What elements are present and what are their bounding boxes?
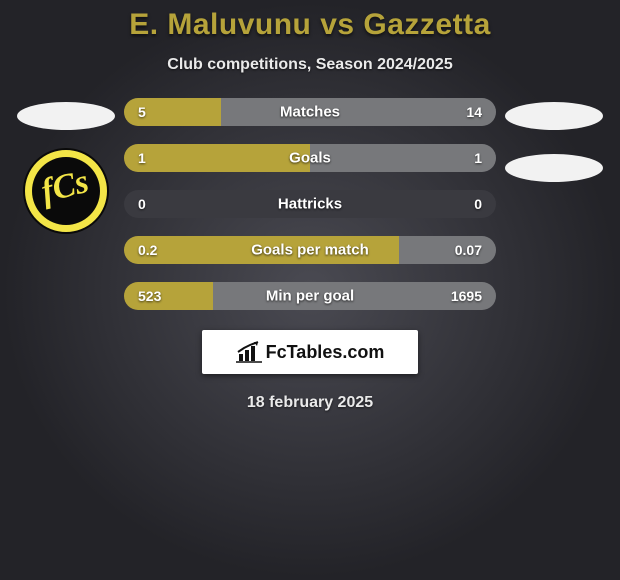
branding-label: FcTables.com	[266, 342, 385, 363]
stat-label: Goals	[289, 150, 331, 167]
stat-label: Goals per match	[251, 242, 369, 259]
stat-value-left: 1	[138, 150, 146, 166]
stat-row: 523 1695 Min per goal	[124, 282, 496, 310]
page-subtitle: Club competitions, Season 2024/2025	[0, 56, 620, 74]
stat-value-right: 0.07	[455, 242, 482, 258]
stat-value-left: 0.2	[138, 242, 157, 258]
chart-icon	[236, 341, 262, 363]
stat-value-left: 0	[138, 196, 146, 212]
page-title: E. Maluvunu vs Gazzetta	[0, 8, 620, 42]
stat-bar-right	[310, 144, 496, 172]
stat-row: 5 14 Matches	[124, 98, 496, 126]
stat-value-right: 0	[474, 196, 482, 212]
player-left-photo-placeholder	[17, 102, 115, 130]
left-player-column: fCs	[0, 98, 120, 234]
club-badge-left: fCs	[23, 148, 109, 234]
stat-label: Hattricks	[278, 196, 342, 213]
stat-value-left: 523	[138, 288, 161, 304]
stat-row: 1 1 Goals	[124, 144, 496, 172]
stat-label: Matches	[280, 104, 340, 121]
stat-value-right: 1	[474, 150, 482, 166]
branding-badge[interactable]: FcTables.com	[202, 330, 418, 374]
stat-row: 0.2 0.07 Goals per match	[124, 236, 496, 264]
date-line: 18 february 2025	[0, 394, 620, 412]
stat-row: 0 0 Hattricks	[124, 190, 496, 218]
stats-bars: 5 14 Matches 1 1 Goals 0 0 Hattricks 0.2 0.07 Goals…	[120, 98, 500, 310]
stat-label: Min per goal	[266, 288, 354, 305]
stat-value-left: 5	[138, 104, 146, 120]
right-player-column	[500, 98, 620, 182]
player-right-photo-placeholder-1	[505, 102, 603, 130]
stat-bar-right	[221, 98, 496, 126]
player-right-photo-placeholder-2	[505, 154, 603, 182]
stat-bar-left	[124, 144, 310, 172]
stat-value-right: 14	[466, 104, 482, 120]
stat-value-right: 1695	[451, 288, 482, 304]
